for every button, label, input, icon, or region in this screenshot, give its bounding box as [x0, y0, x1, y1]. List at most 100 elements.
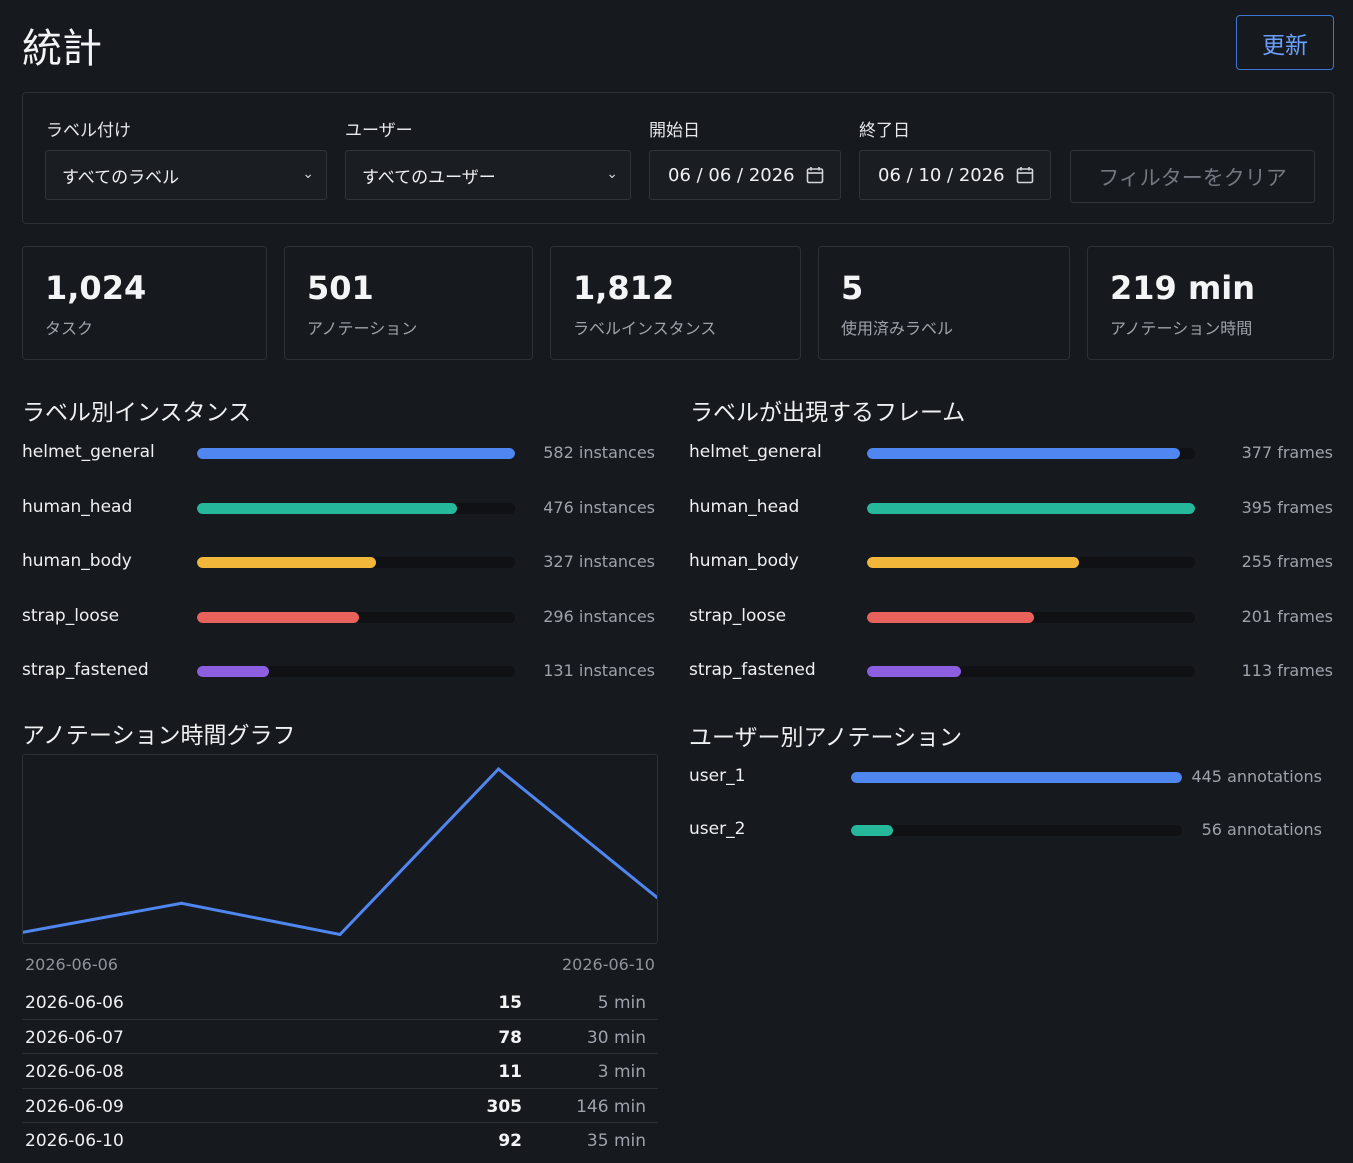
- table-row: 2026-06-09 305 146 min: [22, 1089, 658, 1123]
- stat-card-used-labels: 5 使用済みラベル: [818, 246, 1070, 360]
- row-date: 2026-06-09: [25, 1096, 124, 1117]
- bar-label: strap_fastened: [22, 660, 149, 680]
- row-date: 2026-06-06: [25, 993, 124, 1013]
- user-select[interactable]: すべてのユーザー ⌄: [345, 150, 631, 200]
- stat-label: アノテーション: [307, 319, 418, 338]
- bar-row: user_2 56 annotations: [689, 817, 1322, 847]
- row-minutes: 3 min: [597, 1062, 646, 1082]
- bar-row: strap_loose 201 frames: [689, 604, 1333, 634]
- bar-count: 201 frames: [1241, 606, 1333, 626]
- bar-label: user_1: [689, 766, 746, 786]
- bar-fill: [867, 666, 961, 677]
- row-count: 78: [498, 1027, 522, 1048]
- bar-label: strap_fastened: [689, 660, 816, 680]
- bar-row: human_head 476 instances: [22, 495, 655, 525]
- table-row: 2026-06-10 92 35 min: [22, 1123, 658, 1158]
- stat-label: タスク: [45, 319, 94, 338]
- refresh-button[interactable]: 更新: [1236, 15, 1334, 70]
- row-date: 2026-06-10: [25, 1131, 124, 1151]
- row-count: 305: [486, 1096, 523, 1117]
- row-minutes: 146 min: [576, 1096, 646, 1117]
- stat-card-annotations: 501 アノテーション: [284, 246, 533, 360]
- bar-track: [851, 772, 1182, 783]
- data-point-2026-06-08: [338, 933, 342, 937]
- data-point-2026-06-10: [655, 895, 657, 899]
- bar-label: human_head: [22, 496, 133, 517]
- frames-title: ラベルが出現するフレーム: [690, 400, 966, 426]
- bar-count: 56 annotations: [1201, 820, 1322, 839]
- time-line-chart: [22, 754, 658, 944]
- bar-row: strap_loose 296 instances: [22, 604, 655, 634]
- end-date-input[interactable]: 06 / 10 / 2026: [859, 150, 1051, 200]
- bar-fill: [867, 502, 1195, 514]
- label-filter-title: ラベル付け: [46, 121, 131, 141]
- stat-label: 使用済みラベル: [841, 319, 954, 338]
- bar-fill: [197, 557, 376, 568]
- bar-track: [851, 825, 1182, 836]
- time-table: 2026-06-06 15 5 min 2026-06-07 78 30 min 2026-…: [22, 985, 658, 1158]
- user-filter-title: ユーザー: [345, 121, 413, 141]
- stat-label: アノテーション時間: [1110, 319, 1253, 338]
- row-count: 15: [498, 993, 522, 1013]
- stat-value: 1,024: [45, 269, 147, 307]
- time-graph-title: アノテーション時間グラフ: [22, 723, 296, 749]
- time-line-chart-svg: [23, 766, 657, 937]
- stat-value: 219 min: [1110, 269, 1256, 307]
- bar-label: user_2: [689, 819, 746, 839]
- bar-fill: [851, 772, 1182, 783]
- stat-value: 1,812: [573, 269, 675, 307]
- calendar-icon[interactable]: [1016, 166, 1034, 184]
- bar-label: strap_loose: [689, 605, 787, 626]
- table-row: 2026-06-07 78 30 min: [22, 1020, 658, 1054]
- bar-label: helmet_general: [689, 442, 822, 462]
- start-date-input[interactable]: 06 / 06 / 2026: [649, 150, 841, 200]
- row-minutes: 30 min: [586, 1027, 646, 1048]
- x-axis-start-label: 2026-06-06: [25, 955, 118, 974]
- row-count: 11: [498, 1062, 522, 1082]
- bar-fill: [197, 666, 269, 677]
- bar-label: human_head: [689, 496, 800, 517]
- stat-card-annotation-time: 219 min アノテーション時間: [1087, 246, 1334, 360]
- end-date-value: 06 / 10 / 2026: [878, 164, 1005, 186]
- bar-label: human_body: [22, 551, 132, 571]
- row-date: 2026-06-07: [25, 1027, 124, 1048]
- clear-filters-button[interactable]: フィルターをクリア: [1070, 150, 1315, 203]
- bar-count: 113 frames: [1241, 661, 1333, 680]
- table-row: 2026-06-06 15 5 min: [22, 985, 658, 1020]
- users-title: ユーザー別アノテーション: [689, 725, 963, 751]
- stat-card-label-instances: 1,812 ラベルインスタンス: [550, 246, 801, 360]
- bar-row: helmet_general 582 instances: [22, 440, 655, 470]
- bar-fill: [867, 611, 1034, 623]
- row-minutes: 35 min: [586, 1131, 646, 1151]
- bar-track: [197, 557, 515, 568]
- bar-count: 395 frames: [1241, 497, 1333, 517]
- calendar-icon[interactable]: [806, 166, 824, 184]
- stat-value: 501: [307, 269, 374, 307]
- page-title: 統計: [22, 26, 102, 72]
- bar-label: human_body: [689, 551, 799, 571]
- bar-track: [197, 448, 515, 459]
- start-date-value: 06 / 06 / 2026: [668, 164, 795, 186]
- bar-count: 377 frames: [1241, 443, 1333, 462]
- time-series-line: [23, 766, 657, 937]
- label-select[interactable]: すべてのラベル ⌄: [45, 150, 327, 200]
- bar-track: [197, 611, 515, 623]
- bar-track: [867, 666, 1195, 677]
- bar-count: 582 instances: [543, 443, 655, 462]
- bar-count: 131 instances: [543, 661, 655, 680]
- bar-row: human_body 255 frames: [689, 549, 1333, 579]
- data-point-2026-06-09: [497, 767, 500, 771]
- bar-count: 255 frames: [1241, 552, 1333, 571]
- bar-label: strap_loose: [22, 605, 120, 626]
- chevron-down-icon: ⌄: [302, 166, 314, 182]
- bar-count: 476 instances: [543, 497, 655, 517]
- start-date-title: 開始日: [649, 121, 700, 141]
- instances-title: ラベル別インスタンス: [22, 400, 252, 426]
- row-minutes: 5 min: [597, 993, 646, 1013]
- bar-track: [197, 666, 515, 677]
- bar-track: [197, 502, 515, 514]
- bar-fill: [867, 448, 1181, 459]
- bar-row: human_body 327 instances: [22, 549, 655, 579]
- stat-value: 5: [841, 269, 864, 307]
- bar-label: helmet_general: [22, 442, 155, 462]
